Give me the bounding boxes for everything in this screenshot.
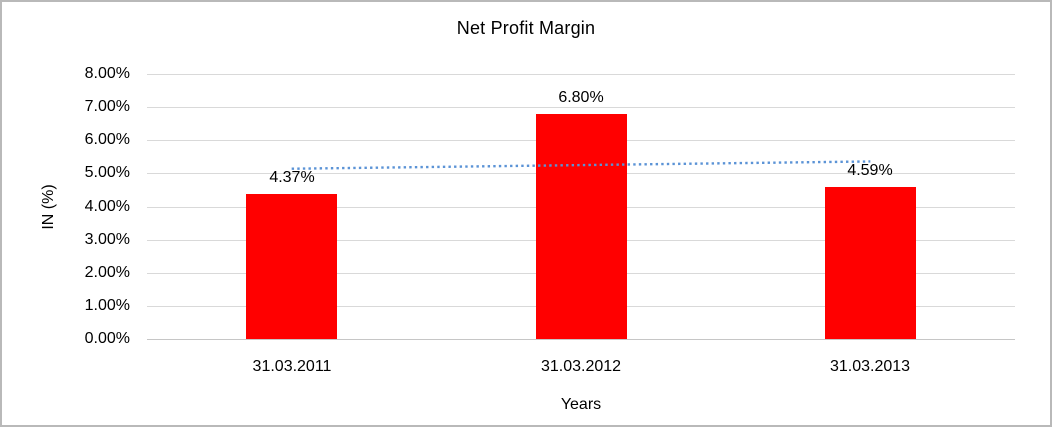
y-tick-label: 0.00% [84,330,130,347]
bar [246,194,337,339]
bar-value-label: 4.59% [847,162,893,179]
x-tick-label: 31.03.2013 [829,358,911,375]
x-axis-title: Years [560,396,602,413]
x-tick-label: 31.03.2011 [252,358,332,375]
chart-title: Net Profit Margin [456,18,596,38]
y-tick-label: 1.00% [84,297,130,314]
bar [536,114,627,339]
y-tick-label: 6.00% [84,131,130,148]
bar-value-label: 4.37% [269,169,315,186]
gridline [147,107,1015,108]
bar [825,187,916,339]
y-tick-label: 2.00% [84,264,130,281]
gridline [147,339,1015,340]
x-tick-label: 31.03.2012 [540,358,622,375]
y-tick-label: 4.00% [84,198,130,215]
bar-value-label: 6.80% [558,89,604,106]
y-tick-label: 5.00% [84,164,130,181]
y-tick-label: 8.00% [84,65,130,82]
y-tick-label: 7.00% [84,98,130,115]
gridline [147,74,1015,75]
y-tick-label: 3.00% [84,231,130,248]
